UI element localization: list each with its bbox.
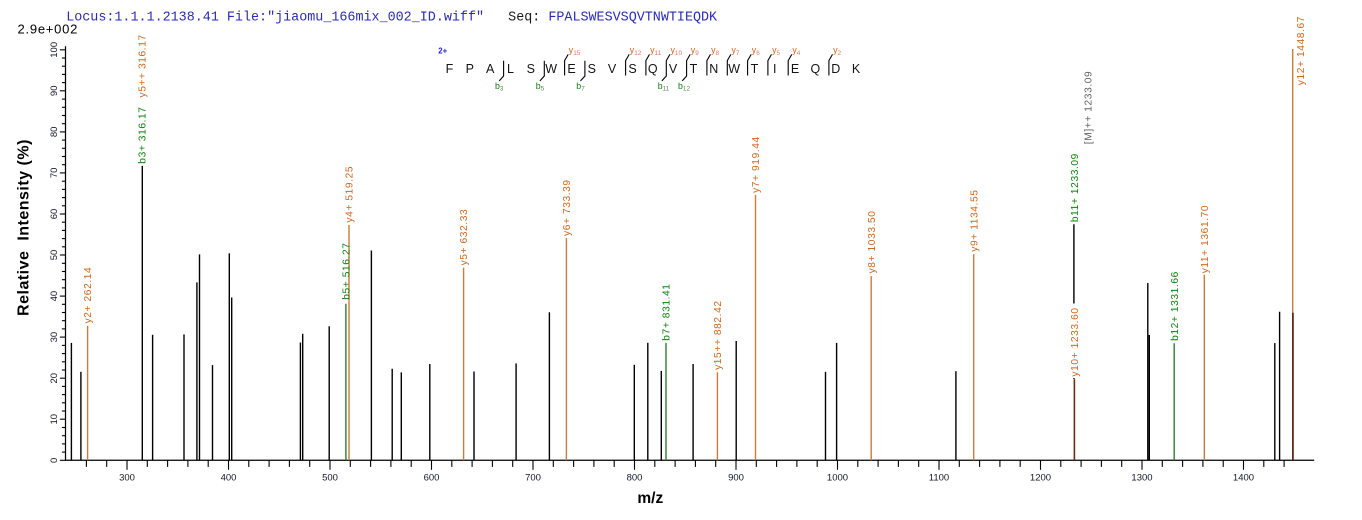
svg-text:I: I (773, 62, 776, 76)
svg-text:300: 300 (119, 472, 135, 483)
svg-text:y8+ 1033.50: y8+ 1033.50 (867, 210, 878, 273)
svg-text:P: P (466, 62, 474, 76)
svg-text:W: W (728, 62, 740, 76)
svg-text:60: 60 (49, 209, 60, 220)
svg-text:E: E (567, 62, 575, 76)
svg-text:y4: y4 (792, 45, 800, 57)
svg-text:y12: y12 (630, 45, 642, 57)
svg-text:y4+ 519.25: y4+ 519.25 (345, 166, 356, 223)
svg-text:[M]++ 1233.09: [M]++ 1233.09 (1084, 71, 1095, 145)
svg-text:2+: 2+ (438, 47, 447, 56)
svg-text:F: F (446, 62, 454, 76)
svg-text:400: 400 (221, 472, 237, 483)
svg-text:b7: b7 (576, 81, 585, 93)
svg-text:1100: 1100 (929, 472, 949, 483)
svg-text:S: S (588, 62, 596, 76)
svg-text:40: 40 (49, 291, 60, 302)
svg-text:1400: 1400 (1233, 472, 1254, 483)
svg-text:1200: 1200 (1030, 472, 1051, 483)
svg-text:y7+ 919.44: y7+ 919.44 (751, 136, 762, 193)
svg-text:y5++ 316.17: y5++ 316.17 (138, 34, 149, 97)
svg-text:30: 30 (49, 332, 60, 343)
svg-text:T: T (690, 62, 698, 76)
svg-text:2.9e+002: 2.9e+002 (18, 21, 79, 36)
svg-text:S: S (527, 62, 535, 76)
svg-text:D: D (831, 62, 840, 76)
svg-text:b5: b5 (536, 81, 545, 93)
svg-text:Q: Q (648, 62, 658, 76)
svg-text:500: 500 (322, 472, 338, 483)
svg-text:y10+ 1233.60: y10+ 1233.60 (1070, 307, 1081, 376)
svg-text:70: 70 (49, 168, 60, 179)
svg-text:1000: 1000 (827, 472, 848, 483)
svg-text:b11: b11 (658, 81, 670, 93)
svg-text:S: S (628, 62, 636, 76)
svg-text:Relative Intensity (%): Relative Intensity (%) (16, 139, 33, 316)
svg-text:y8: y8 (711, 45, 719, 57)
svg-text:b5+ 516.27: b5+ 516.27 (342, 243, 353, 300)
svg-text:y9: y9 (691, 45, 699, 57)
svg-text:m/z: m/z (637, 490, 663, 507)
svg-text:y11: y11 (650, 45, 661, 57)
svg-text:y6: y6 (752, 45, 760, 57)
svg-text:y7: y7 (732, 45, 740, 57)
svg-text:b12+ 1331.66: b12+ 1331.66 (1170, 271, 1181, 341)
svg-text:W: W (545, 62, 557, 76)
svg-text:N: N (709, 62, 718, 76)
svg-text:y5: y5 (772, 45, 780, 57)
svg-text:V: V (608, 62, 617, 76)
svg-text:V: V (669, 62, 678, 76)
svg-text:600: 600 (424, 472, 440, 483)
svg-text:T: T (751, 62, 759, 76)
svg-text:K: K (852, 62, 861, 76)
svg-text:y6+ 733.39: y6+ 733.39 (562, 179, 573, 236)
svg-text:y15: y15 (569, 45, 581, 57)
svg-text:100: 100 (49, 42, 60, 58)
svg-text:b7+ 831.41: b7+ 831.41 (662, 283, 673, 340)
svg-text:0: 0 (49, 458, 60, 463)
svg-text:y5+ 632.33: y5+ 632.33 (459, 209, 470, 266)
svg-text:b12: b12 (678, 81, 690, 93)
svg-text:90: 90 (49, 86, 60, 97)
svg-text:L: L (507, 62, 514, 76)
svg-text:20: 20 (49, 373, 60, 384)
svg-text:y2: y2 (833, 45, 841, 57)
svg-text:A: A (486, 62, 495, 76)
svg-text:10: 10 (49, 414, 60, 425)
svg-text:y10: y10 (671, 45, 683, 57)
svg-text:y2+ 262.14: y2+ 262.14 (83, 267, 94, 324)
svg-text:y11+ 1361.70: y11+ 1361.70 (1200, 205, 1211, 273)
svg-text:b3+ 316.17: b3+ 316.17 (138, 106, 149, 163)
svg-text:y9+ 1134.55: y9+ 1134.55 (969, 189, 980, 251)
svg-text:y15++ 882.42: y15++ 882.42 (713, 300, 724, 370)
svg-text:80: 80 (49, 127, 60, 138)
svg-text:50: 50 (49, 250, 60, 261)
svg-text:800: 800 (627, 472, 643, 483)
svg-text:1300: 1300 (1131, 472, 1152, 483)
svg-text:700: 700 (525, 472, 541, 483)
svg-text:900: 900 (728, 472, 744, 483)
svg-text:b3: b3 (495, 81, 504, 93)
svg-text:Locus:1.1.1.2138.41 File:"jiao: Locus:1.1.1.2138.41 File:"jiaomu_166mix_… (66, 10, 718, 25)
svg-text:b11+ 1233.09: b11+ 1233.09 (1070, 153, 1081, 222)
svg-text:Q: Q (811, 62, 821, 76)
svg-text:E: E (791, 62, 799, 76)
svg-text:y12+ 1448.67: y12+ 1448.67 (1296, 16, 1307, 85)
